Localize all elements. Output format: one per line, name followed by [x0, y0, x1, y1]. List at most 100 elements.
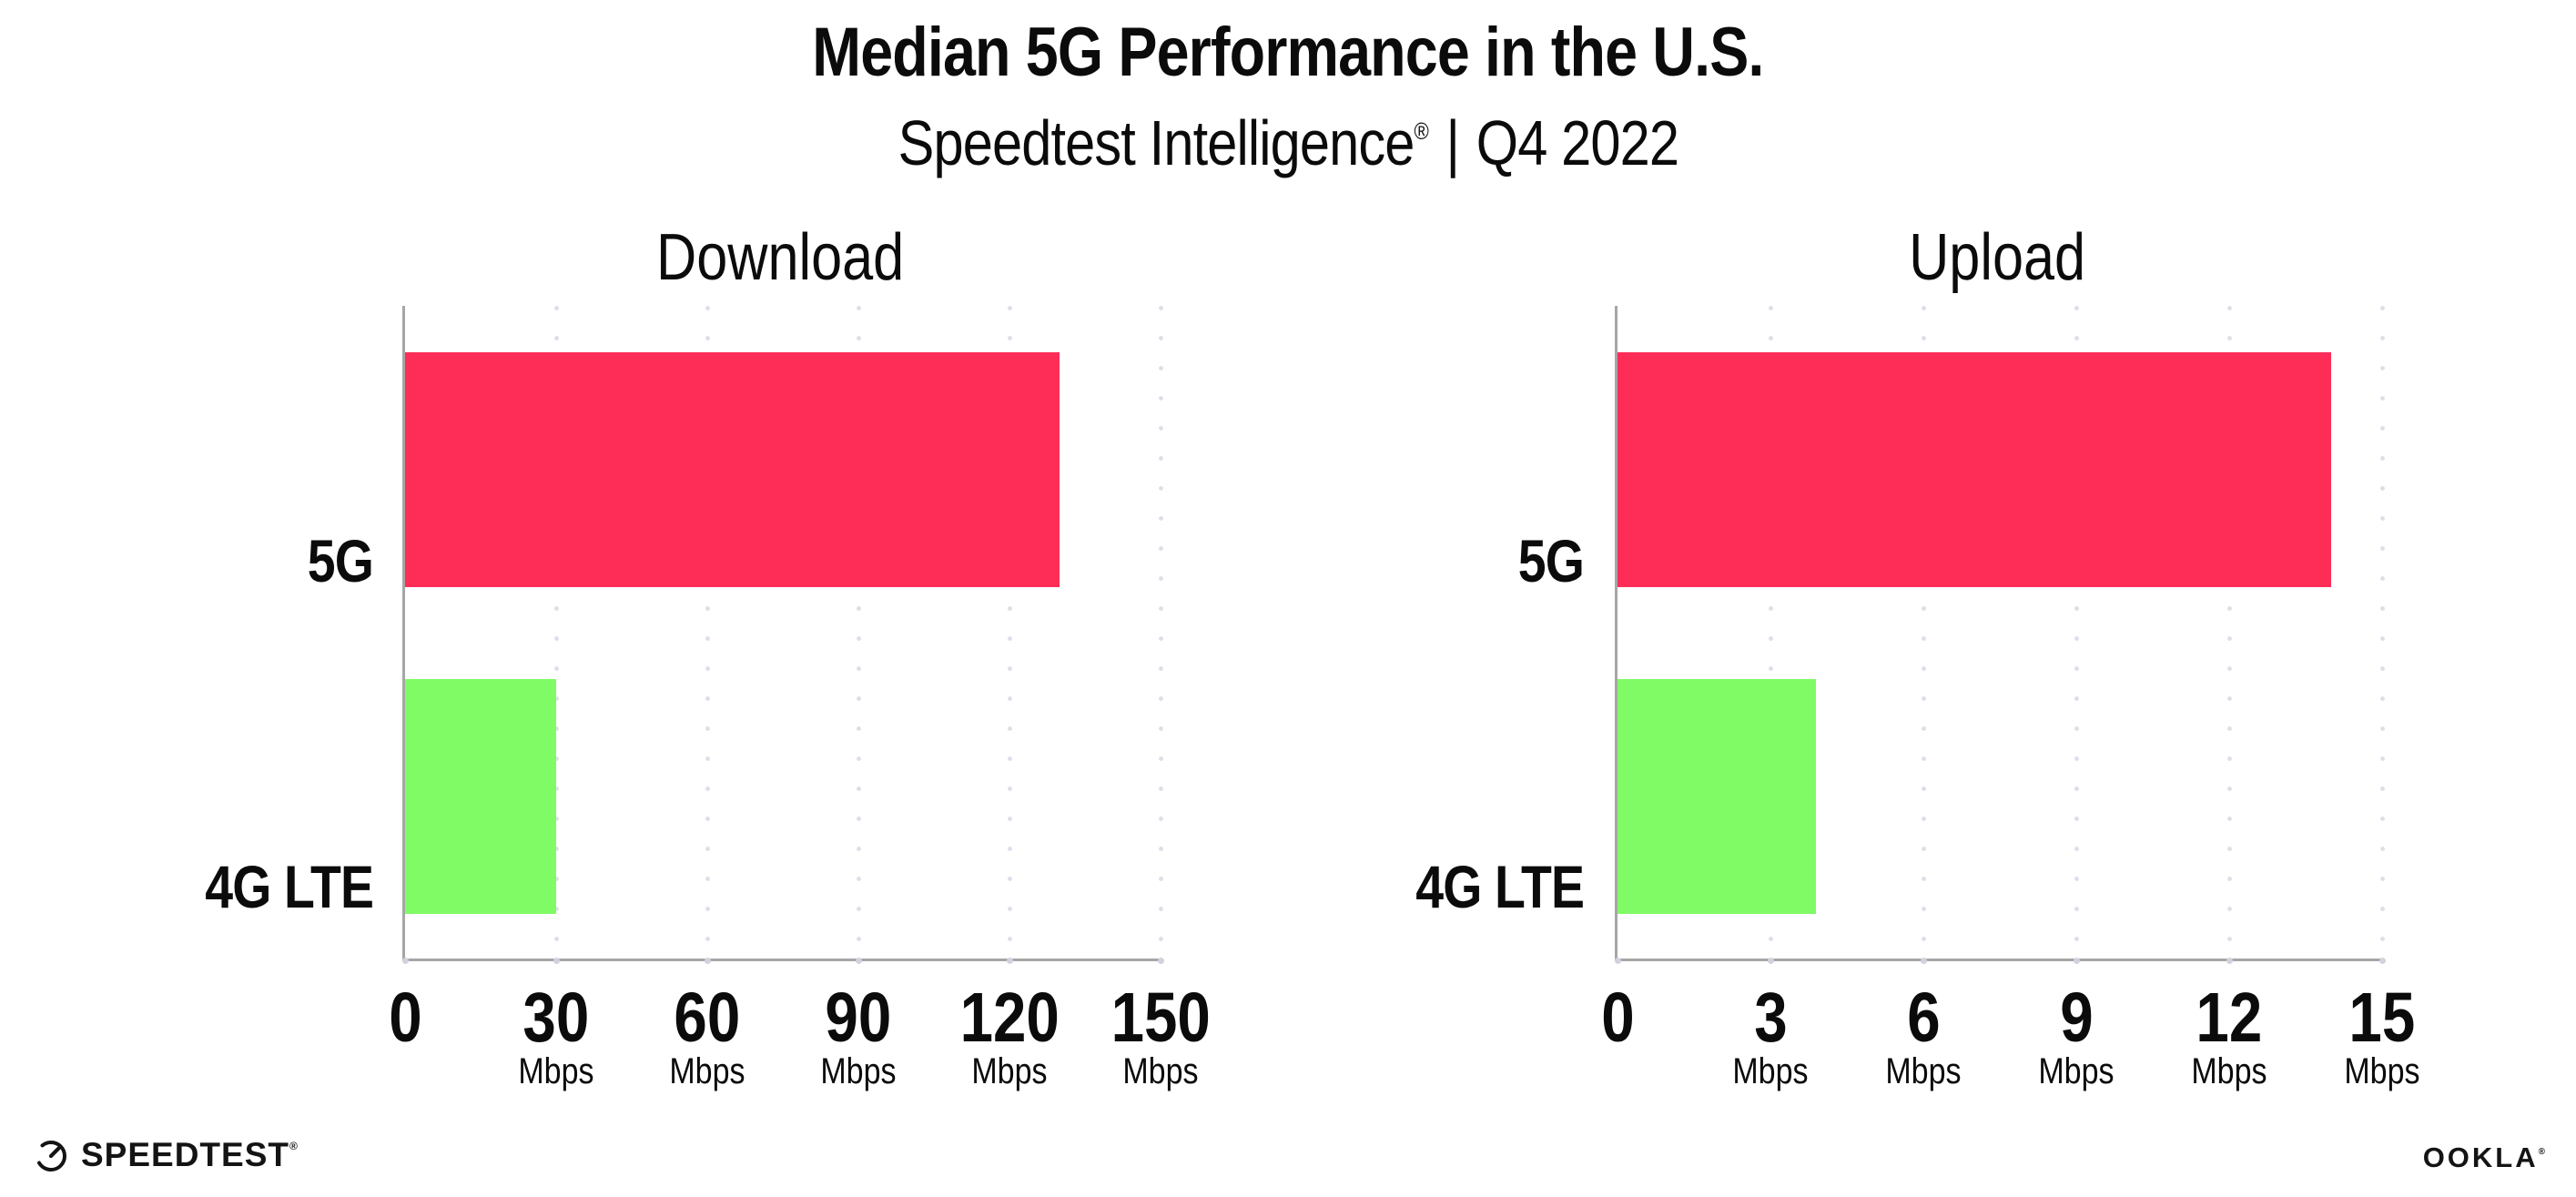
- download-chart-panel: Download 0 30 Mbps 60 Mbps 90 Mbps 120 Mbps 150 Mbp…: [91, 215, 1211, 1189]
- axis-tick-mark: [1006, 958, 1013, 964]
- gridline: [2226, 306, 2232, 959]
- x-tick-unit-label: Mbps: [2093, 1051, 2366, 1091]
- x-tick-value: 9: [2059, 979, 2094, 1057]
- axis-tick-mark: [1614, 958, 1621, 964]
- x-tick-value: 120: [959, 979, 1060, 1057]
- x-tick-value: 12: [2196, 979, 2263, 1057]
- x-tick-unit-label: Mbps: [1787, 1051, 2060, 1091]
- axis-tick-mark: [704, 958, 711, 964]
- page-subtitle: Speedtest Intelligence® | Q4 2022: [0, 95, 2576, 179]
- x-tick-unit-text: Mbps: [1122, 1051, 1199, 1091]
- x-tick-label: 150: [1024, 981, 1297, 1054]
- x-tick-label: 0: [1481, 981, 1754, 1054]
- x-tick-unit-label: Mbps: [722, 1051, 995, 1091]
- x-tick-value: 90: [825, 979, 892, 1057]
- x-tick-value: 30: [522, 979, 590, 1057]
- x-tick-unit-text: Mbps: [669, 1051, 745, 1091]
- axis-tick-mark: [855, 958, 862, 964]
- axis-tick-mark: [2226, 958, 2233, 964]
- x-tick-unit-label: Mbps: [2246, 1051, 2519, 1091]
- y-category-text: 4G LTE: [205, 853, 374, 920]
- y-category-text: 5G: [1517, 527, 1585, 594]
- gridline: [2379, 306, 2385, 959]
- x-tick-label: 120: [873, 981, 1146, 1054]
- x-tick-value: 6: [1906, 979, 1941, 1057]
- plot-area: 0 30 Mbps 60 Mbps 90 Mbps 120 Mbps 150 Mbps: [389, 306, 1211, 1091]
- speedtest-trademark-icon: ®: [289, 1140, 298, 1152]
- x-tick-unit-text: Mbps: [971, 1051, 1048, 1091]
- subtitle-period: Q4 2022: [1476, 107, 1678, 178]
- x-tick-value: 0: [388, 979, 422, 1057]
- speedtest-gauge-icon: [35, 1141, 66, 1172]
- speedtest-logo: SPEEDTEST®: [33, 1134, 298, 1176]
- gridline: [856, 306, 861, 959]
- x-tick-unit-text: Mbps: [820, 1051, 897, 1091]
- x-tick-unit-text: Mbps: [2038, 1051, 2115, 1091]
- y-category-text: 5G: [307, 527, 374, 594]
- x-tick-value: 3: [1753, 979, 1788, 1057]
- x-tick-unit-label: Mbps: [1024, 1051, 1297, 1091]
- y-category-label: 5G: [1302, 527, 1585, 594]
- x-tick-label: 3: [1634, 981, 1907, 1054]
- x-tick-unit-label: Mbps: [571, 1051, 844, 1091]
- y-category-label: 4G LTE: [1302, 853, 1585, 920]
- gridline: [705, 306, 710, 959]
- chart-title: Download: [402, 222, 1158, 293]
- x-tick-unit-text: Mbps: [518, 1051, 594, 1091]
- x-tick-value: 15: [2348, 979, 2416, 1057]
- x-tick-unit-text: Mbps: [2344, 1051, 2420, 1091]
- upload-chart-panel: Upload 0 3 Mbps 6 Mbps 9 Mbps 12 Mbps 15 Mbps 5G 4G L…: [1302, 215, 2420, 1189]
- 5g-bar: [405, 352, 1060, 587]
- x-tick-unit-text: Mbps: [1885, 1051, 1962, 1091]
- subtitle-divider: |: [1445, 107, 1459, 178]
- plot-area: 0 3 Mbps 6 Mbps 9 Mbps 12 Mbps 15 Mbps: [1601, 306, 2420, 1091]
- speedtest-logo-text: SPEEDTEST®: [81, 1136, 298, 1173]
- x-tick-label: 9: [1940, 981, 2213, 1054]
- x-tick-label: 15: [2246, 981, 2519, 1054]
- axis-tick-mark: [401, 958, 409, 964]
- ookla-logo-text: OOKLA®: [2422, 1141, 2545, 1173]
- x-tick-value: 0: [1600, 979, 1635, 1057]
- axis-tick-mark: [2378, 958, 2386, 964]
- x-tick-unit-text: Mbps: [1732, 1051, 1809, 1091]
- y-category-label: 4G LTE: [91, 853, 374, 920]
- gridline: [1921, 306, 1926, 959]
- x-tick-unit-label: Mbps: [873, 1051, 1146, 1091]
- chart-title-text: Download: [655, 221, 905, 294]
- y-category-label: 5G: [91, 527, 374, 594]
- 5g-bar: [1618, 352, 2331, 587]
- x-tick-unit-text: Mbps: [2191, 1051, 2267, 1091]
- gridline: [1007, 306, 1012, 959]
- subtitle-brand: Speedtest Intelligence: [898, 107, 1415, 178]
- axis-tick-mark: [2073, 958, 2080, 964]
- x-tick-label: 12: [2093, 981, 2366, 1054]
- 4g-lte-bar: [405, 679, 556, 914]
- x-tick-unit-label: Mbps: [1634, 1051, 1907, 1091]
- axis-tick-mark: [1920, 958, 1927, 964]
- ookla-logo: OOKLA®: [2423, 1140, 2545, 1176]
- x-tick-label: 6: [1787, 981, 2060, 1054]
- x-tick-value: 60: [674, 979, 741, 1057]
- ookla-trademark-icon: ®: [2538, 1147, 2545, 1157]
- page-title-text: Median 5G Performance in the U.S.: [812, 14, 1764, 91]
- x-tick-label: 30: [420, 981, 693, 1054]
- registered-trademark-icon: ®: [1414, 117, 1429, 145]
- page-subtitle-text: Speedtest Intelligence® | Q4 2022: [898, 95, 1678, 179]
- x-tick-label: 60: [571, 981, 844, 1054]
- x-tick-unit-label: Mbps: [420, 1051, 693, 1091]
- gridline: [1158, 306, 1163, 959]
- gridline: [2074, 306, 2079, 959]
- x-tick-label: 90: [722, 981, 995, 1054]
- axis-tick-mark: [1157, 958, 1164, 964]
- chart-title-text: Upload: [1909, 221, 2085, 294]
- x-tick-value: 150: [1111, 979, 1211, 1057]
- chart-title: Upload: [1615, 222, 2379, 293]
- axis-tick-mark: [1767, 958, 1774, 964]
- y-category-text: 4G LTE: [1415, 853, 1585, 920]
- 4g-lte-bar: [1618, 679, 1817, 914]
- x-tick-unit-label: Mbps: [1940, 1051, 2213, 1091]
- gridline: [1768, 306, 1773, 959]
- x-tick-label: 0: [269, 981, 542, 1054]
- axis-tick-mark: [553, 958, 560, 964]
